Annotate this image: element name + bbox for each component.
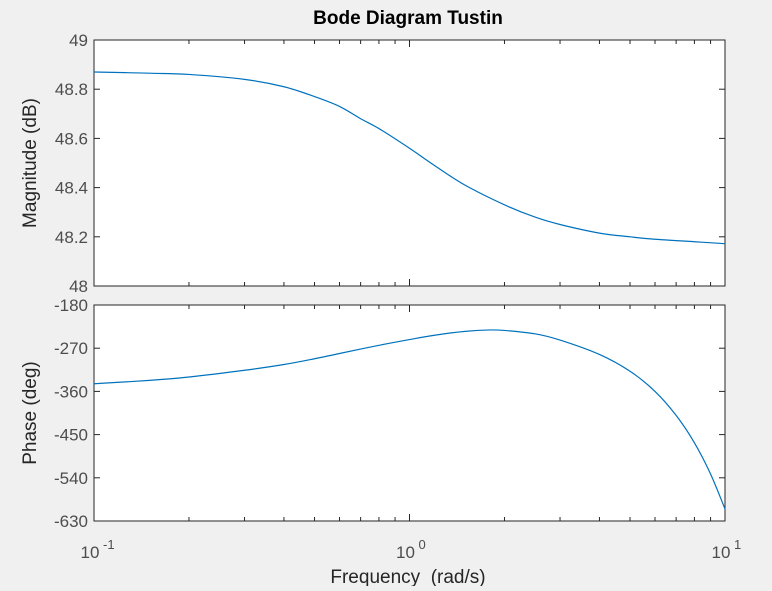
x-tick-label: 10: [396, 543, 415, 562]
magnitude-y-axis-label: Magnitude (dB): [20, 98, 41, 228]
x-tick-label-exponent: -1: [103, 537, 115, 552]
phase-y-tick-label: -540: [54, 469, 88, 488]
magnitude-plot-area: [93, 39, 726, 287]
phase-y-axis-label: Phase (deg): [20, 361, 41, 465]
phase-tick-marks: [93, 304, 726, 522]
magnitude-y-tick-label: 48.8: [55, 80, 88, 99]
magnitude-tick-marks: [93, 39, 726, 287]
phase-series-line: [93, 329, 726, 510]
phase-y-tick-label: -630: [54, 512, 88, 531]
phase-y-tick-label: -360: [54, 382, 88, 401]
magnitude-y-tick-labels: 48 48.2 48.4 48.6 48.8 49: [55, 31, 88, 296]
magnitude-y-tick-label: 48.2: [55, 228, 88, 247]
phase-y-tick-labels: -180 -270 -360 -450 -540 -630: [54, 296, 88, 531]
magnitude-y-tick-label: 49: [69, 31, 88, 50]
x-tick-label-exponent: 1: [734, 537, 741, 552]
chart-title: Bode Diagram Tustin: [313, 8, 503, 29]
magnitude-series-line: [93, 71, 726, 245]
x-tick-labels: 10 -1 10 0 10 1: [81, 537, 742, 562]
phase-plot-area: [93, 304, 726, 522]
phase-panel: -180-270-360-450-540-630 Phase (deg) 10-…: [20, 296, 742, 588]
magnitude-y-tick-label: 48.6: [55, 129, 88, 148]
magnitude-panel: 48 48.2 48.4 48.6 48.8 49 Magnitude (dB): [20, 31, 726, 296]
phase-y-tick-label: -450: [54, 426, 88, 445]
magnitude-y-tick-label: 48: [69, 277, 88, 296]
x-axis-label: Frequency (rad/s): [330, 567, 485, 586]
x-tick-label: 10: [81, 543, 100, 562]
phase-y-tick-label: -270: [54, 339, 88, 358]
x-tick-label: 10: [712, 543, 731, 562]
phase-y-tick-label: -180: [54, 296, 88, 315]
x-tick-label-exponent: 0: [419, 537, 426, 552]
magnitude-y-tick-label: 48.4: [55, 179, 88, 198]
